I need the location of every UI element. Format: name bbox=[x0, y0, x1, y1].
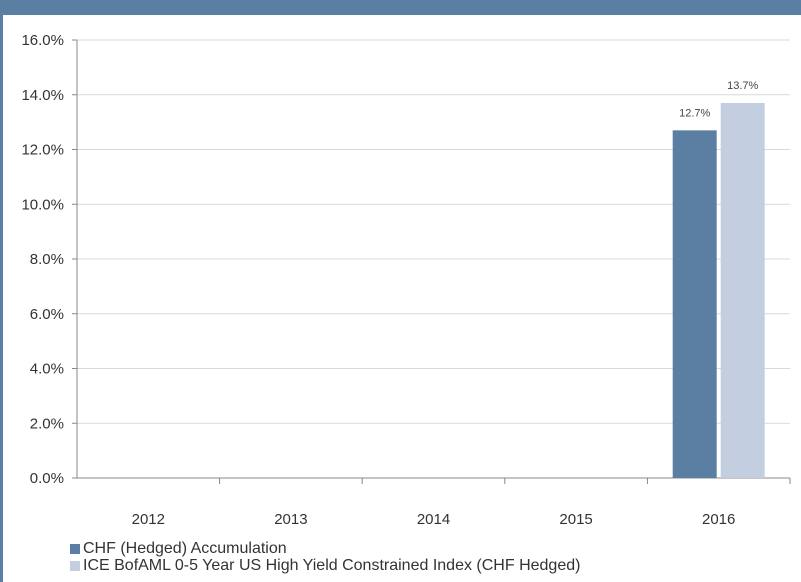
legend-swatch-series-2 bbox=[70, 560, 80, 571]
y-tick-label: 4.0% bbox=[30, 361, 64, 378]
x-tick-label: 2016 bbox=[702, 511, 735, 528]
legend-label-series-2: ICE BofAML 0-5 Year US High Yield Constr… bbox=[83, 557, 581, 574]
legend-swatch-series-1 bbox=[70, 543, 80, 554]
legend: CHF (Hedged) Accumulation ICE BofAML 0-5… bbox=[70, 540, 580, 574]
y-tick-label: 8.0% bbox=[30, 251, 64, 268]
bar-series-2-2016 bbox=[720, 102, 765, 479]
y-tick-label: 6.0% bbox=[30, 306, 64, 323]
data-label-series-2: 13.7% bbox=[727, 80, 758, 92]
legend-item-series-1: CHF (Hedged) Accumulation bbox=[70, 540, 580, 557]
y-tick-label: 16.0% bbox=[21, 32, 64, 49]
y-tick-label: 10.0% bbox=[21, 196, 64, 213]
x-tick-label: 2013 bbox=[274, 511, 307, 528]
x-tick-label: 2012 bbox=[132, 511, 165, 528]
bar-series-1-2016 bbox=[672, 130, 717, 478]
y-tick-label: 0.0% bbox=[30, 470, 64, 487]
legend-label-series-1: CHF (Hedged) Accumulation bbox=[83, 540, 287, 557]
x-tick-label: 2014 bbox=[417, 511, 450, 528]
y-tick-label: 14.0% bbox=[21, 87, 64, 104]
x-tick-label: 2015 bbox=[559, 511, 592, 528]
y-tick-label: 2.0% bbox=[30, 415, 64, 432]
data-label-series-1: 12.7% bbox=[679, 107, 710, 119]
y-tick-label: 12.0% bbox=[21, 142, 64, 159]
legend-item-series-2: ICE BofAML 0-5 Year US High Yield Constr… bbox=[70, 557, 580, 574]
